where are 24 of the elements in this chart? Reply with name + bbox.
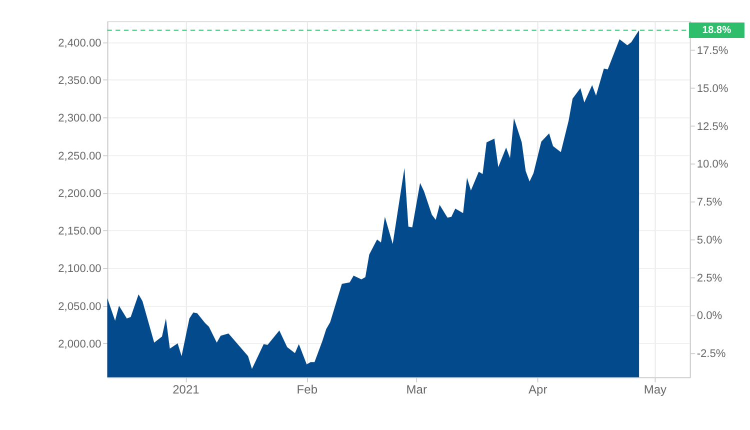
y-tick-label: 2,200.00 — [58, 188, 102, 200]
y2-tick-label: 5.0% — [696, 234, 722, 246]
y-tick-label: 2,300.00 — [58, 112, 102, 125]
x-tick-label: Feb — [296, 382, 318, 396]
ref-line-label: 18.8% — [702, 25, 732, 36]
y-tick-label: 2,100.00 — [58, 263, 102, 276]
x-tick-label: Apr — [528, 382, 548, 396]
y2-tick-label: 7.5% — [696, 196, 722, 209]
y2-tick-label: -2.5% — [696, 348, 726, 360]
y-tick-label: 2,250.00 — [58, 150, 102, 162]
y2-tick-label: 12.5% — [696, 120, 728, 133]
x-tick-label: May — [644, 382, 667, 396]
y2-tick-label: 10.0% — [696, 158, 728, 171]
y2-tick-label: 0.0% — [696, 310, 722, 322]
y-tick-label: 2,350.00 — [58, 75, 102, 88]
y-tick-label: 2,000.00 — [58, 338, 102, 350]
x-tick-label: Mar — [406, 382, 427, 396]
y-tick-label: 2,400.00 — [58, 37, 102, 50]
x-tick-label: 2021 — [172, 382, 200, 396]
y2-tick-label: 2.5% — [696, 272, 722, 284]
y2-tick-label: 15.0% — [696, 82, 728, 95]
y-tick-label: 2,050.00 — [58, 300, 102, 313]
y2-tick-label: 17.5% — [696, 45, 728, 58]
y-tick-label: 2,150.00 — [58, 226, 102, 238]
